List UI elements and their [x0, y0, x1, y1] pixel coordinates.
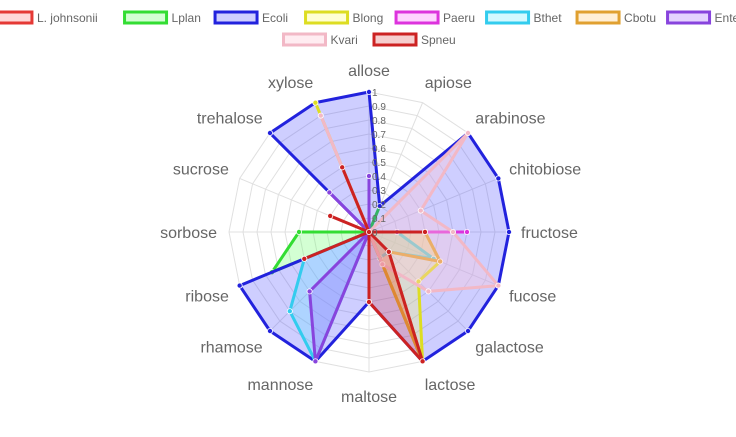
- data-point-ribose: [301, 255, 308, 262]
- legend-swatch: [372, 32, 418, 47]
- data-point-allose: [365, 89, 372, 96]
- axis-label-sucrose: sucrose: [173, 161, 229, 178]
- data-point-xylose: [339, 164, 346, 171]
- data-point-fructose: [463, 228, 470, 235]
- legend-item-ecoli[interactable]: Ecoli: [213, 10, 288, 25]
- data-point-sucrose: [327, 212, 334, 219]
- data-point-fructose: [449, 228, 456, 235]
- tick-label: 0.2: [372, 200, 386, 211]
- legend-item-bthet[interactable]: Bthet: [485, 10, 563, 25]
- tick-label: 0.6: [372, 144, 386, 155]
- tick-label: 0.8: [372, 116, 386, 127]
- data-point-trehalose: [326, 189, 333, 196]
- axis-label-lactose: lactose: [425, 377, 476, 394]
- data-point-xylose: [317, 112, 324, 119]
- data-point-trehalose: [267, 130, 274, 137]
- data-point-lactose: [419, 358, 426, 365]
- data-point-chitobiose: [417, 207, 424, 214]
- axis-label-rhamose: rhamose: [200, 339, 262, 356]
- data-point-mannose: [312, 358, 319, 365]
- axis-label-apiose: apiose: [425, 75, 472, 92]
- legend-label: Ecoli: [262, 11, 288, 25]
- data-point-chitobiose: [495, 175, 502, 182]
- axis-label-arabinose: arabinose: [475, 111, 545, 128]
- data-point-galactose: [385, 248, 392, 255]
- data-point-ribose: [236, 282, 243, 289]
- axis-label-trehalose: trehalose: [197, 111, 263, 128]
- legend-swatch: [575, 10, 621, 25]
- data-point-arabinose: [464, 130, 471, 137]
- radial-ticks: 0 0.1 0.2 0.3 0.4 0.5 0.6 0.7 0.8 0.9 1: [372, 88, 386, 239]
- data-point-fucose: [495, 282, 502, 289]
- legend-label: Cbotu: [624, 11, 656, 25]
- data-point-rhamose: [306, 288, 313, 295]
- legend-label: Paeru: [443, 11, 475, 25]
- legend-item-l-johnsonii[interactable]: L. johnsonii: [0, 10, 98, 25]
- legend-swatch: [213, 10, 259, 25]
- legend-item-blong[interactable]: Blong: [304, 10, 384, 25]
- data-point-rhamose: [286, 308, 293, 315]
- legend-swatch: [304, 10, 350, 25]
- axis-label-mannose: mannose: [247, 377, 313, 394]
- legend-swatch: [666, 10, 712, 25]
- legend-swatch: [123, 10, 169, 25]
- tick-label: 0.4: [372, 172, 386, 183]
- series-spneu: [301, 164, 428, 365]
- legend-swatch: [485, 10, 531, 25]
- legend: L. johnsonii Lplan Ecoli Blong Paeru Bthet Cbo…: [0, 10, 736, 47]
- axis-label-galactose: galactose: [475, 339, 544, 356]
- legend-label: Blong: [353, 11, 384, 25]
- data-point-allose: [365, 172, 372, 179]
- legend-label: Bthet: [534, 11, 563, 25]
- data-point-rhamose: [267, 327, 274, 334]
- legend-label: Enter: [715, 11, 736, 25]
- grid-spoke: [368, 177, 499, 233]
- legend-swatch: [394, 10, 440, 25]
- legend-item-kvari[interactable]: Kvari: [282, 32, 358, 47]
- axis-labels: allose apiose arabinose chitobiose fructose f…: [160, 63, 581, 406]
- axis-label-allose: allose: [348, 63, 390, 80]
- tick-label: 0.7: [372, 130, 386, 141]
- axis-label-fructose: fructose: [521, 225, 578, 242]
- legend-swatch: [0, 10, 34, 25]
- data-point-sorbose: [295, 228, 302, 235]
- axis-label-ribose: ribose: [185, 289, 229, 306]
- tick-label: 0: [372, 228, 378, 239]
- axis-label-maltose: maltose: [341, 389, 397, 406]
- axis-label-sorbose: sorbose: [160, 225, 217, 242]
- series-layer: [236, 89, 512, 365]
- data-point-fructose: [505, 228, 512, 235]
- legend-item-enter[interactable]: Enter: [666, 10, 736, 25]
- tick-label: 0.1: [372, 214, 386, 225]
- tick-label: 0.3: [372, 186, 386, 197]
- data-point-galactose: [464, 327, 471, 334]
- data-point-galactose: [425, 288, 432, 295]
- tick-label: 1: [372, 88, 378, 99]
- legend-label: Spneu: [421, 33, 456, 47]
- data-point-xylose: [312, 99, 319, 106]
- data-point-center: [365, 228, 372, 235]
- legend-item-cbotu[interactable]: Cbotu: [575, 10, 656, 25]
- legend-label: Lplan: [172, 11, 201, 25]
- legend-item-paeru[interactable]: Paeru: [394, 10, 475, 25]
- data-point-lactose: [379, 261, 386, 268]
- legend-item-spneu[interactable]: Spneu: [372, 32, 456, 47]
- axis-label-chitobiose: chitobiose: [509, 161, 581, 178]
- axis-label-xylose: xylose: [268, 75, 313, 92]
- data-point-fructose: [421, 228, 428, 235]
- legend-swatch: [282, 32, 327, 47]
- axis-label-fucose: fucose: [509, 289, 556, 306]
- data-point-maltose: [365, 298, 372, 305]
- data-point-apiose: [376, 203, 383, 210]
- legend-item-lplan[interactable]: Lplan: [123, 10, 201, 25]
- tick-label: 0.5: [372, 158, 386, 169]
- tick-label: 0.9: [372, 102, 386, 113]
- legend-label: L. johnsonii: [37, 11, 98, 25]
- data-point-fucose: [437, 258, 444, 265]
- legend-label: Kvari: [331, 33, 358, 47]
